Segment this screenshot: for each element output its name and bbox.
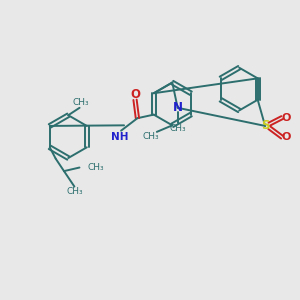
Text: O: O [130,88,140,101]
Text: NH: NH [111,132,128,142]
Text: N: N [172,101,183,114]
Text: O: O [282,132,291,142]
Text: CH₃: CH₃ [142,132,159,141]
Text: CH₃: CH₃ [66,188,83,196]
Text: O: O [282,112,291,123]
Text: CH₃: CH₃ [88,163,104,172]
Text: CH₃: CH₃ [169,124,186,133]
Text: CH₃: CH₃ [73,98,89,107]
Text: S: S [262,119,270,132]
